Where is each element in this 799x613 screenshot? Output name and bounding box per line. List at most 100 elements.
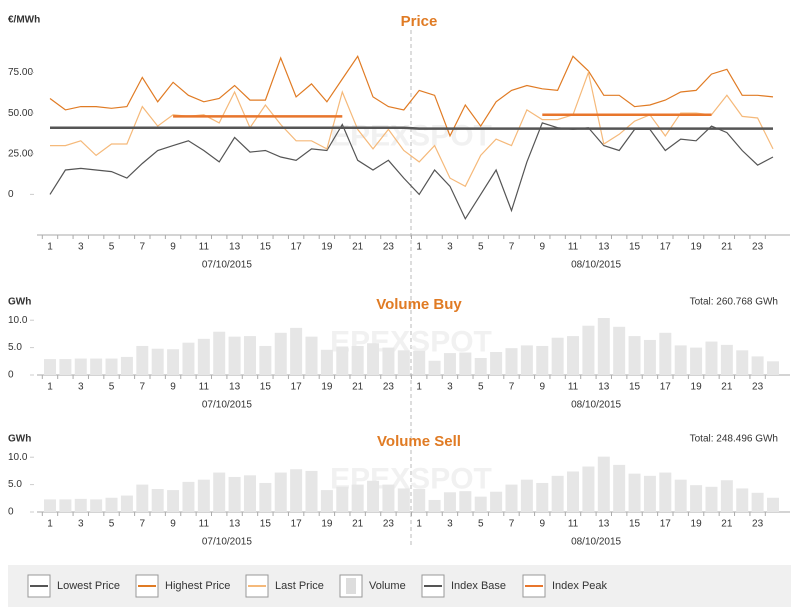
y-axis-label: GWh [8, 434, 31, 445]
bar [490, 491, 503, 512]
x-tick-label: 5 [109, 519, 115, 530]
bar [44, 499, 56, 512]
x-tick-label: 13 [229, 242, 241, 253]
x-tick-label: 15 [629, 519, 641, 530]
x-tick-label: 11 [199, 382, 210, 393]
bar [628, 336, 641, 375]
x-tick-label: 17 [660, 242, 672, 253]
bar [382, 484, 395, 512]
x-tick-label: 3 [447, 519, 453, 530]
line-series [173, 113, 712, 118]
bar [320, 349, 333, 375]
x-tick-label: 1 [416, 519, 422, 530]
x-tick-label: 19 [691, 242, 703, 253]
x-group-label: 08/10/2015 [571, 537, 621, 548]
x-tick-label: 15 [629, 382, 641, 393]
bar [136, 345, 149, 375]
x-tick-label: 13 [598, 519, 610, 530]
bar [474, 358, 487, 375]
bar [274, 472, 287, 512]
bar [674, 345, 687, 375]
x-tick-label: 9 [170, 382, 176, 393]
bar [720, 344, 733, 375]
bar [336, 486, 349, 512]
bar [136, 484, 149, 512]
bar [243, 475, 256, 512]
line-series [49, 122, 774, 221]
bar [613, 464, 626, 512]
y-tick-label: 10.0 [8, 452, 28, 463]
x-tick-label: 17 [291, 242, 303, 253]
bar [659, 472, 672, 512]
bar [428, 360, 441, 375]
x-tick-label: 21 [721, 519, 733, 530]
y-tick-label: 5.0 [8, 479, 22, 490]
bar [397, 350, 410, 375]
bar [643, 475, 656, 512]
bar [151, 348, 164, 375]
x-tick-label: 1 [416, 382, 422, 393]
x-tick-label: 17 [660, 519, 672, 530]
bar [413, 350, 426, 375]
x-group-label: 07/10/2015 [202, 537, 252, 548]
y-tick-label: 25.00 [8, 148, 33, 159]
bar [428, 499, 441, 512]
bar [582, 466, 595, 512]
bar [44, 359, 56, 375]
legend-label: Last Price [275, 580, 324, 592]
bar [182, 481, 195, 512]
bar [167, 349, 180, 375]
bar [520, 479, 533, 512]
x-tick-label: 11 [199, 519, 210, 530]
bar [382, 347, 395, 375]
bar [551, 337, 564, 375]
bar [90, 499, 103, 512]
y-tick-label: 50.00 [8, 108, 33, 119]
bar [367, 343, 380, 375]
bar [690, 347, 703, 375]
bar [59, 499, 72, 512]
x-tick-label: 7 [140, 382, 146, 393]
bar [290, 469, 303, 512]
x-tick-label: 1 [47, 382, 53, 393]
x-tick-label: 23 [383, 242, 395, 253]
bar [290, 327, 303, 375]
bar [767, 361, 779, 375]
x-tick-label: 23 [383, 382, 395, 393]
x-tick-label: 21 [721, 242, 733, 253]
x-group-label: 07/10/2015 [202, 400, 252, 411]
x-tick-label: 9 [539, 242, 545, 253]
y-tick-label: 75.00 [8, 67, 33, 78]
bar [643, 339, 656, 375]
bar [597, 318, 610, 375]
x-tick-label: 15 [260, 382, 272, 393]
bar [320, 490, 333, 512]
x-tick-label: 11 [568, 242, 579, 253]
bar [228, 476, 241, 512]
legend-label: Highest Price [165, 580, 230, 592]
x-tick-label: 21 [721, 382, 733, 393]
x-tick-label: 21 [352, 242, 364, 253]
bar [120, 495, 133, 512]
bar [151, 488, 164, 512]
bar [628, 473, 641, 512]
bar [74, 358, 87, 375]
legend-swatch [346, 578, 356, 594]
x-tick-label: 23 [383, 519, 395, 530]
y-tick-label: 0 [8, 370, 14, 381]
x-tick-label: 13 [598, 242, 610, 253]
x-tick-label: 3 [78, 519, 84, 530]
x-tick-label: 23 [752, 242, 764, 253]
x-tick-label: 19 [321, 382, 333, 393]
chart-title: Price [401, 13, 438, 30]
bar [751, 356, 764, 375]
bar [74, 498, 87, 512]
x-tick-label: 9 [170, 242, 176, 253]
bar [105, 358, 118, 375]
bar [705, 486, 718, 512]
bar [351, 345, 364, 375]
x-group-label: 08/10/2015 [571, 260, 621, 271]
bar [413, 488, 426, 512]
x-tick-label: 7 [509, 382, 515, 393]
x-tick-label: 21 [352, 382, 364, 393]
